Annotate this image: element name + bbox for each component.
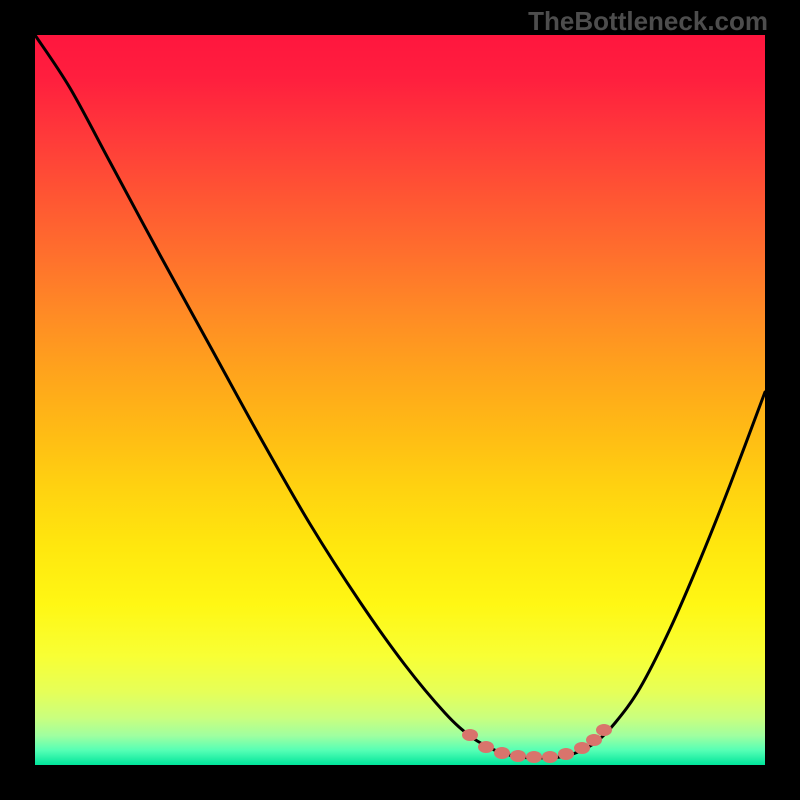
chart-svg (35, 35, 765, 765)
optimal-marker (478, 741, 494, 753)
plot-area (35, 35, 765, 765)
chart-canvas: TheBottleneck.com (0, 0, 800, 800)
optimal-marker (526, 751, 542, 763)
optimal-marker (558, 748, 574, 760)
watermark-text: TheBottleneck.com (528, 6, 768, 37)
gradient-background (35, 35, 765, 765)
optimal-marker (462, 729, 478, 741)
optimal-marker (494, 747, 510, 759)
optimal-marker (596, 724, 612, 736)
optimal-marker (574, 742, 590, 754)
optimal-marker (542, 751, 558, 763)
optimal-marker (586, 734, 602, 746)
optimal-marker (510, 750, 526, 762)
